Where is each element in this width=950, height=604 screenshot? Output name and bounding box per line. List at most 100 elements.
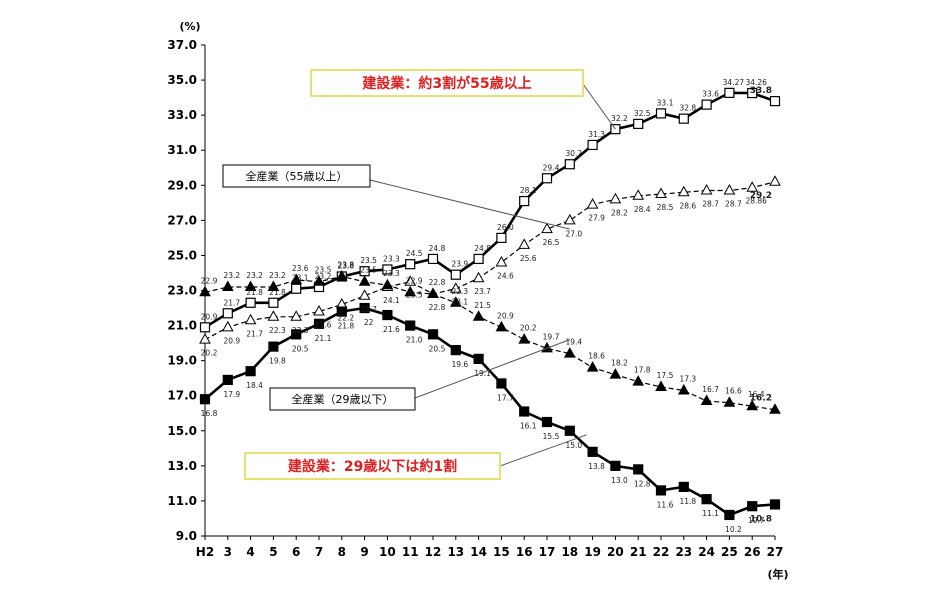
data-point	[267, 280, 280, 291]
y-tick-label: 21.0	[167, 319, 197, 333]
data-point	[313, 318, 325, 329]
data-point	[449, 296, 462, 307]
data-label: 23.3	[383, 269, 400, 278]
y-tick-label: 33.0	[167, 108, 197, 122]
data-point	[564, 425, 575, 436]
data-point	[519, 195, 530, 207]
data-label: 25.6	[520, 254, 537, 263]
data-point	[291, 283, 302, 294]
x-tick-label: 12	[425, 545, 442, 559]
data-label: 19.1	[474, 369, 491, 378]
y-tick-label: 9.0	[176, 529, 197, 543]
data-label: 28.7	[702, 200, 719, 209]
x-tick-label: 3	[224, 545, 232, 559]
data-label: 23.6	[292, 264, 309, 273]
data-label: 21.8	[269, 288, 286, 297]
data-label: 22.3	[292, 326, 309, 335]
callout-box	[244, 452, 501, 480]
data-point	[221, 280, 234, 291]
y-tick-label: 27.0	[167, 213, 197, 227]
data-point	[587, 446, 598, 457]
data-point	[655, 108, 667, 119]
data-point	[473, 253, 484, 265]
data-point	[199, 285, 211, 297]
data-point	[313, 305, 325, 316]
data-point	[291, 329, 302, 340]
data-label: 23.5	[360, 256, 377, 265]
data-label: 20.2	[201, 349, 218, 358]
data-label: 32.2	[611, 114, 628, 123]
y-tick-label: 29.0	[167, 178, 197, 192]
data-point	[244, 313, 257, 325]
data-point	[381, 278, 394, 290]
y-tick-label: 31.0	[167, 143, 197, 157]
data-label: 33.1	[657, 98, 674, 107]
data-label: 21.8	[246, 288, 263, 297]
x-tick-label: 8	[338, 545, 346, 559]
data-point	[541, 416, 553, 428]
y-tick-label: 13.0	[167, 459, 197, 473]
data-point	[358, 275, 371, 286]
data-point	[587, 139, 598, 151]
data-point	[473, 353, 484, 364]
x-tick-label: 20	[607, 545, 624, 559]
data-point	[518, 238, 531, 249]
data-point	[290, 310, 303, 321]
data-point	[564, 159, 575, 170]
axes: 9.011.013.015.017.019.021.023.025.027.02…	[167, 20, 788, 581]
data-label: 13.8	[588, 462, 605, 471]
data-label: 17.9	[223, 390, 240, 399]
data-label: 19.6	[451, 360, 468, 369]
data-label: 11.1	[702, 509, 719, 518]
data-point	[335, 269, 348, 281]
data-point	[609, 368, 622, 379]
data-point	[404, 275, 417, 286]
data-point	[723, 396, 736, 407]
data-point	[541, 173, 553, 184]
x-tick-label: 22	[653, 545, 670, 559]
data-label: 16.1	[520, 421, 537, 430]
data-point	[724, 87, 735, 98]
data-point	[449, 282, 462, 293]
data-label: 23.8	[337, 261, 354, 270]
x-tick-label: 24	[698, 545, 715, 559]
x-tick-label: 9	[360, 545, 368, 559]
data-point	[405, 320, 416, 331]
data-label: 16.7	[702, 385, 719, 394]
data-point	[632, 189, 645, 200]
data-label: 23.9	[451, 260, 468, 269]
data-label: 16.2	[750, 394, 772, 404]
data-label: 18.4	[246, 381, 263, 390]
data-label: 24.8	[429, 244, 446, 253]
data-label: 11.8	[679, 497, 696, 506]
data-point	[655, 187, 667, 199]
data-point	[633, 464, 644, 475]
data-label: 22.8	[429, 278, 446, 287]
data-label: 23.8	[337, 260, 354, 269]
data-point	[655, 380, 667, 391]
data-label: 19.4	[565, 338, 582, 347]
data-point	[336, 306, 347, 317]
data-label: 21.6	[383, 325, 400, 334]
x-tick-label: 26	[744, 545, 761, 559]
data-label: 33.6	[702, 90, 719, 99]
data-label: 26.0	[497, 223, 514, 232]
callout-const29: 建設業：29歳以下は約1割	[244, 434, 587, 480]
data-point	[405, 259, 416, 270]
data-label: 17.7	[497, 393, 514, 402]
data-label: 21.7	[246, 329, 263, 338]
data-label: 18.2	[611, 359, 628, 368]
x-tick-label: 21	[630, 545, 647, 559]
callout-leader	[414, 339, 570, 399]
data-point	[268, 341, 279, 352]
callout-text: 全産業（29歳以下）	[292, 392, 394, 406]
data-point	[495, 320, 508, 332]
data-label: 20.9	[201, 312, 218, 321]
data-label: 20.9	[497, 311, 514, 320]
x-tick-label: 17	[539, 545, 556, 559]
data-label: 22.7	[360, 305, 377, 314]
data-point	[678, 481, 689, 492]
y-tick-label: 19.0	[167, 354, 197, 368]
data-point	[245, 366, 256, 377]
